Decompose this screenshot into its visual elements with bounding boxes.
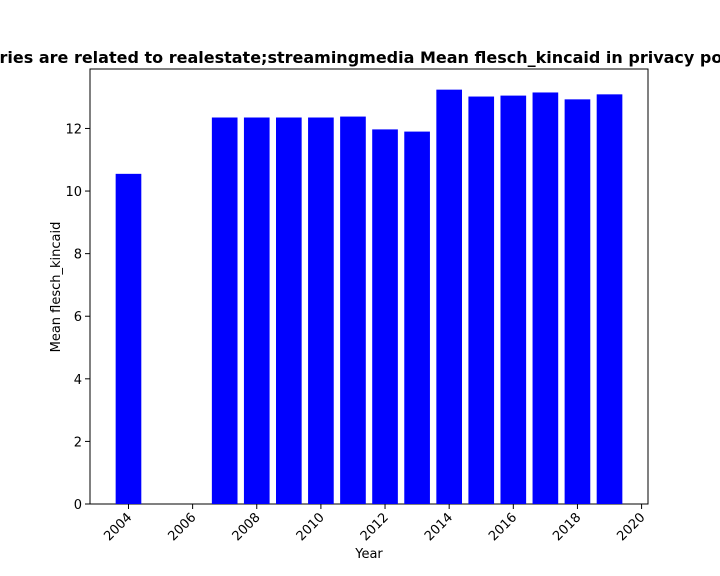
bar-2015 [468, 96, 495, 505]
x-tick-label-2018: 2018 [550, 510, 584, 544]
bar-2017 [532, 92, 559, 504]
bar-2004 [115, 173, 142, 504]
bars [115, 89, 623, 505]
y-tick-label-4: 4 [74, 373, 82, 388]
bar-2007 [211, 117, 238, 504]
y-tick-label-10: 10 [65, 185, 82, 200]
y-axis: 0 2 4 6 8 10 12 [65, 122, 90, 513]
y-tick-label-12: 12 [65, 122, 82, 137]
y-tick-label-8: 8 [74, 248, 82, 263]
x-axis: 2004 2006 2008 2010 2012 2014 2016 2018 2020 [101, 504, 648, 544]
plot-area [89, 68, 649, 505]
bar-2012 [372, 129, 398, 504]
x-tick-label-2004: 2004 [101, 510, 135, 544]
y-tick-label-2: 2 [74, 435, 82, 450]
x-tick-label-2016: 2016 [486, 510, 520, 544]
bar-2019 [596, 94, 623, 504]
x-tick-label-2014: 2014 [422, 510, 456, 544]
bar-2008 [243, 117, 270, 504]
x-axis-label: Year [354, 547, 383, 562]
bar-2011 [340, 116, 366, 504]
bar-2009 [276, 117, 302, 504]
y-tick-label-6: 6 [74, 310, 82, 325]
x-tick-label-2010: 2010 [294, 510, 328, 544]
x-tick-label-2008: 2008 [230, 510, 264, 544]
chart-title: Stories are related to realestate;stream… [0, 48, 720, 67]
plot-frame [89, 68, 649, 505]
bar-2016 [500, 95, 527, 505]
x-tick-label-2012: 2012 [358, 510, 392, 544]
bar-2018 [564, 99, 591, 505]
y-tick-label-0: 0 [74, 498, 82, 513]
bar-2010 [308, 117, 334, 504]
x-tick-label-2020: 2020 [614, 510, 648, 544]
bar-2013 [404, 131, 430, 504]
y-axis-label: Mean flesch_kincaid [49, 222, 64, 353]
x-tick-label-2006: 2006 [165, 510, 199, 544]
bar-2014 [436, 89, 462, 505]
